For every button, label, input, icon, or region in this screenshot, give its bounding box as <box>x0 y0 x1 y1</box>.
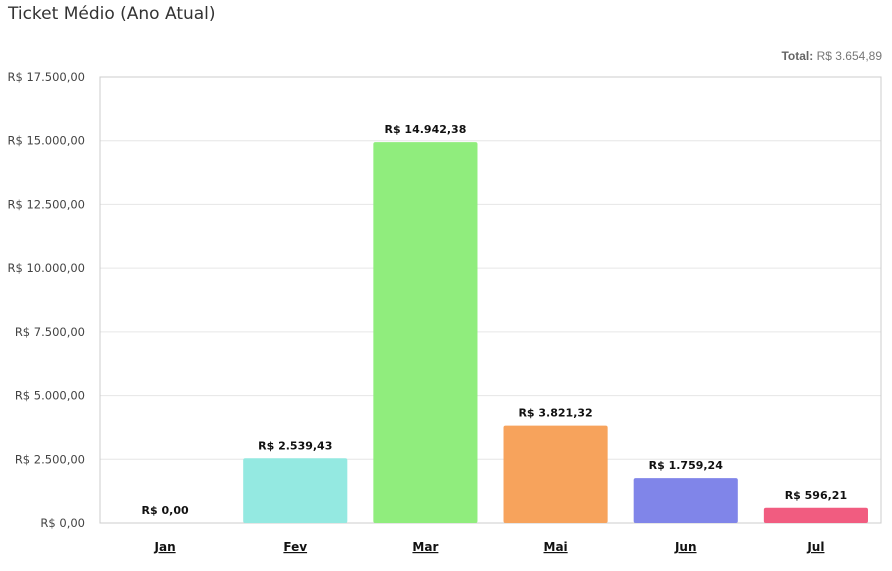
y-tick-label: R$ 7.500,00 <box>15 325 85 339</box>
bars <box>243 142 868 523</box>
x-tick-label-fev[interactable]: Fev <box>283 540 307 554</box>
y-tick-label: R$ 5.000,00 <box>15 389 85 403</box>
data-label-mai: R$ 3.821,32 <box>518 407 592 420</box>
y-tick-label: R$ 12.500,00 <box>8 197 86 211</box>
y-tick-label: R$ 0,00 <box>40 516 85 530</box>
data-labels: R$ 0,00 R$ 2.539,43 R$ 14.942,38 R$ 3.821,3… <box>142 123 848 517</box>
x-tick-label-mar[interactable]: Mar <box>412 540 438 554</box>
x-tick-label-jul[interactable]: Jul <box>806 540 824 554</box>
x-tick-label-jun[interactable]: Jun <box>674 540 697 554</box>
y-tick-label: R$ 15.000,00 <box>8 134 86 148</box>
total-value: R$ 3.654,89 <box>816 49 882 63</box>
bar-jul[interactable] <box>763 507 868 523</box>
x-tick-label-mai[interactable]: Mai <box>544 540 568 554</box>
y-axis: R$ 0,00 R$ 2.500,00 R$ 5.000,00 R$ 7.500,00… <box>8 70 86 530</box>
plot-frame <box>99 76 882 524</box>
bar-jun[interactable] <box>633 478 738 523</box>
total-summary: Total: R$ 3.654,89 <box>781 49 882 63</box>
bar-mai[interactable] <box>503 425 608 523</box>
data-label-fev: R$ 2.539,43 <box>258 439 332 452</box>
total-label: Total: <box>781 49 814 63</box>
x-axis: Jan Fev Mar Mai Jun Jul <box>154 540 825 554</box>
data-label-jan: R$ 0,00 <box>142 504 189 517</box>
grid-lines <box>100 76 881 524</box>
data-label-jul: R$ 596,21 <box>785 489 847 502</box>
data-label-mar: R$ 14.942,38 <box>384 123 466 136</box>
y-tick-label: R$ 17.500,00 <box>8 70 86 84</box>
chart-title: Ticket Médio (Ano Atual) <box>8 4 216 24</box>
bar-fev[interactable] <box>243 458 348 523</box>
y-tick-label: R$ 2.500,00 <box>15 452 85 466</box>
x-tick-label-jan[interactable]: Jan <box>154 540 176 554</box>
bar-mar[interactable] <box>373 142 478 523</box>
y-tick-label: R$ 10.000,00 <box>8 261 86 275</box>
data-label-jun: R$ 1.759,24 <box>649 459 724 472</box>
